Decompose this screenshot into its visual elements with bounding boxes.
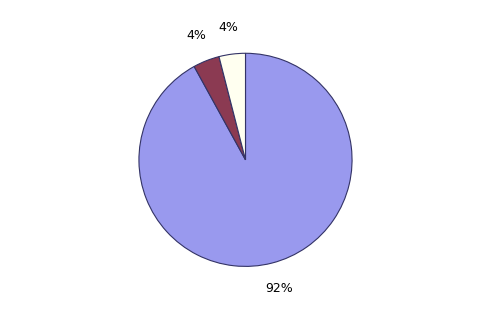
Wedge shape [139, 53, 352, 266]
Text: 4%: 4% [187, 30, 206, 43]
Text: 92%: 92% [265, 282, 293, 295]
Wedge shape [194, 57, 246, 160]
Wedge shape [219, 53, 246, 160]
Text: 4%: 4% [219, 21, 239, 34]
